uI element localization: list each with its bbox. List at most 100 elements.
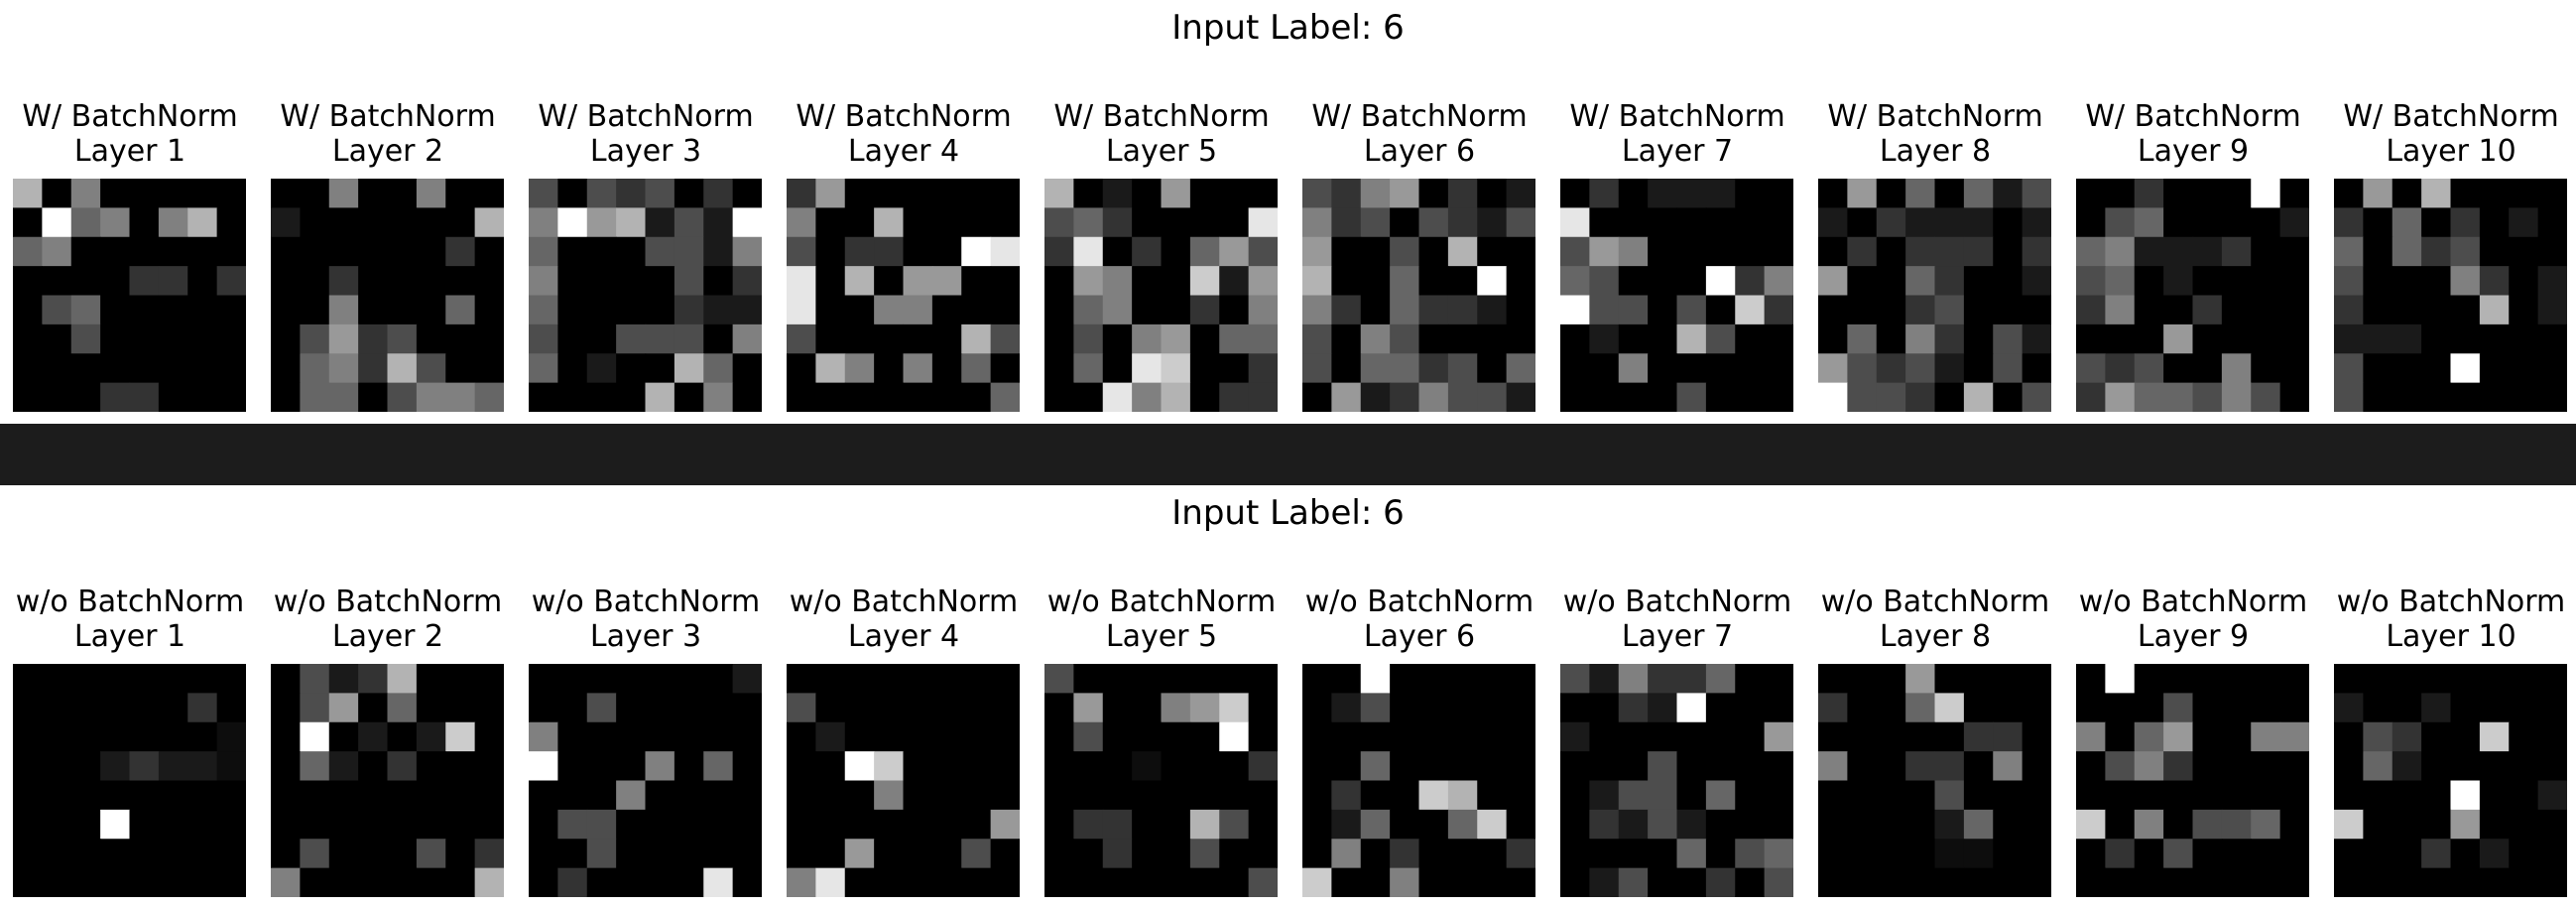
heatmap-cell bbox=[387, 295, 418, 325]
heatmap-cell bbox=[70, 780, 101, 811]
heatmap-cell bbox=[2251, 721, 2281, 752]
heatmap-cell bbox=[645, 721, 675, 752]
heatmap-cell bbox=[2392, 867, 2422, 897]
heatmap-cell bbox=[645, 324, 675, 354]
heatmap-cell bbox=[2363, 839, 2393, 869]
subplot-title: W/ BatchNorm Layer 3 bbox=[517, 99, 775, 169]
heatmap-cell bbox=[13, 780, 43, 811]
heatmap-cell bbox=[1618, 693, 1649, 723]
heatmap-cell bbox=[1331, 780, 1362, 811]
heatmap-cell bbox=[2363, 751, 2393, 782]
heatmap-cell bbox=[2251, 809, 2281, 840]
heatmap-cell bbox=[358, 693, 389, 723]
heatmap-cell bbox=[1447, 693, 1478, 723]
subplot-title: w/o BatchNorm Layer 3 bbox=[517, 584, 775, 654]
heatmap-cell bbox=[1648, 295, 1678, 325]
heatmap-cell bbox=[70, 809, 101, 840]
heatmap-cell bbox=[416, 780, 446, 811]
heatmap-cell bbox=[874, 780, 905, 811]
heatmap-cell bbox=[1648, 721, 1678, 752]
heatmap-cell bbox=[529, 236, 558, 267]
heatmap-cell bbox=[1248, 721, 1278, 752]
heatmap-cell bbox=[2479, 295, 2510, 325]
heatmap-cell bbox=[1189, 382, 1220, 412]
heatmap-cell bbox=[1418, 751, 1449, 782]
heatmap-cell bbox=[100, 295, 131, 325]
heatmap-cell bbox=[1618, 236, 1649, 267]
heatmap-cell bbox=[931, 179, 962, 208]
heatmap-cell bbox=[2334, 867, 2364, 897]
heatmap-cell bbox=[1390, 207, 1420, 238]
heatmap-cell bbox=[1705, 664, 1736, 694]
heatmap-cell bbox=[2251, 353, 2281, 384]
heatmap-cell bbox=[645, 179, 675, 208]
heatmap-cell bbox=[1905, 693, 1936, 723]
heatmap-cell bbox=[844, 751, 875, 782]
heatmap-cell bbox=[1560, 382, 1590, 412]
heatmap-cell bbox=[1360, 236, 1391, 267]
heatmap-cell bbox=[674, 664, 704, 694]
subplot-title: W/ BatchNorm Layer 4 bbox=[775, 99, 1033, 169]
heatmap-cell bbox=[674, 207, 704, 238]
heatmap-cell bbox=[703, 693, 734, 723]
heatmap-cell bbox=[1132, 295, 1163, 325]
heatmap-cell bbox=[1589, 809, 1620, 840]
heatmap-cell bbox=[1418, 839, 1449, 869]
heatmap-cell bbox=[2192, 207, 2223, 238]
heatmap-cell bbox=[2105, 266, 2136, 297]
heatmap-cell bbox=[1447, 721, 1478, 752]
heatmap-cell bbox=[1360, 382, 1391, 412]
heatmap-cell bbox=[2421, 353, 2452, 384]
heatmap-cell bbox=[1390, 266, 1420, 297]
heatmap-cell bbox=[1073, 780, 1104, 811]
heatmap-cell bbox=[1764, 867, 1793, 897]
heatmap-cell bbox=[990, 693, 1020, 723]
heatmap-cell bbox=[1219, 207, 1250, 238]
heatmap-cell bbox=[2022, 839, 2051, 869]
heatmap-cell bbox=[2022, 324, 2051, 354]
heatmap-cell bbox=[13, 295, 43, 325]
heatmap-cell bbox=[1073, 236, 1104, 267]
heatmap-cell bbox=[1248, 295, 1278, 325]
subplot-layer-label: Layer 1 bbox=[73, 134, 186, 169]
heatmap-cell bbox=[1248, 353, 1278, 384]
heatmap-cell bbox=[1905, 721, 1936, 752]
heatmap-cell bbox=[844, 867, 875, 897]
heatmap-cell bbox=[1560, 867, 1590, 897]
heatmap-cell bbox=[2363, 867, 2393, 897]
subplot-title-line: W/ BatchNorm bbox=[2085, 99, 2301, 134]
heatmap-cell bbox=[42, 207, 72, 238]
heatmap-cell bbox=[271, 780, 301, 811]
heatmap-cell bbox=[2392, 839, 2422, 869]
heatmap-cell bbox=[1102, 353, 1133, 384]
heatmap-cell bbox=[1705, 867, 1736, 897]
heatmap-cell bbox=[129, 353, 160, 384]
heatmap-cell bbox=[1993, 693, 2024, 723]
heatmap-cell bbox=[2076, 867, 2106, 897]
heatmap-cell bbox=[416, 207, 446, 238]
heatmap-cell bbox=[1934, 809, 1965, 840]
heatmap-cell bbox=[42, 693, 72, 723]
heatmap-cell bbox=[529, 721, 558, 752]
heatmap-cell bbox=[1735, 867, 1766, 897]
heatmap-cell bbox=[216, 721, 246, 752]
heatmap-cell bbox=[1560, 721, 1590, 752]
heatmap-cell bbox=[474, 664, 504, 694]
heatmap-cell bbox=[903, 324, 933, 354]
heatmap-cell bbox=[1648, 382, 1678, 412]
heatmap-cell bbox=[1302, 867, 1332, 897]
heatmap-cell bbox=[2392, 721, 2422, 752]
heatmap-cell bbox=[2076, 266, 2106, 297]
heatmap-cell bbox=[70, 179, 101, 208]
heatmap-cell bbox=[1132, 867, 1163, 897]
heatmap-cell bbox=[445, 324, 476, 354]
heatmap-cell bbox=[1073, 207, 1104, 238]
heatmap-cell bbox=[2105, 382, 2136, 412]
heatmap-cell bbox=[445, 664, 476, 694]
heatmap-cell bbox=[732, 664, 762, 694]
heatmap-cell bbox=[474, 295, 504, 325]
heatmap-cell bbox=[1705, 751, 1736, 782]
heatmap-cell bbox=[1390, 809, 1420, 840]
heatmap-cell bbox=[1847, 353, 1878, 384]
heatmap-cell bbox=[2163, 867, 2194, 897]
